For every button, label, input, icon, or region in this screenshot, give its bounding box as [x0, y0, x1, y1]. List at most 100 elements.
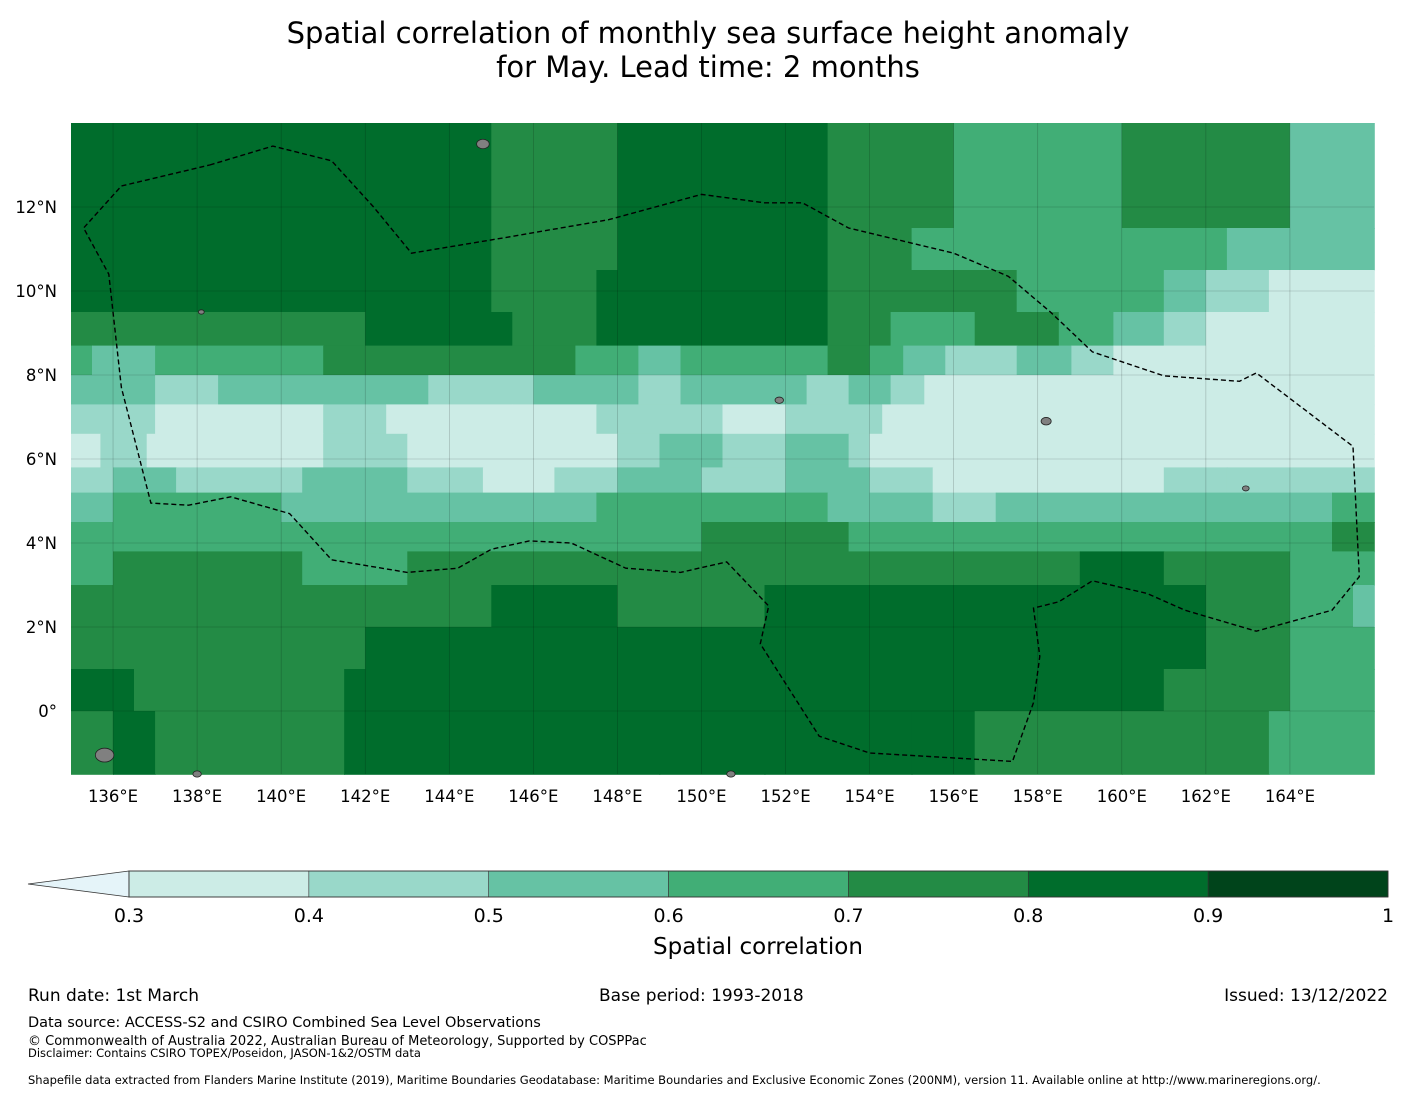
heatmap-cell [1205, 627, 1291, 670]
heatmap-cell [1163, 467, 1228, 494]
x-tick-label: 154°E [845, 787, 895, 806]
heatmap-cell [428, 375, 535, 406]
heatmap-cell [806, 375, 850, 406]
x-tick-label: 140°E [256, 787, 306, 806]
heatmap-cell [903, 345, 946, 376]
land-masses [94, 138, 1250, 778]
heatmap-cell [71, 467, 114, 494]
chart-title-line-1: Spatial correlation of monthly sea surfa… [286, 16, 1130, 50]
island [94, 747, 115, 763]
heatmap-cell [71, 585, 493, 628]
colorbar-bin [128, 870, 310, 898]
heatmap-cell [848, 433, 871, 469]
colorbar-label: Spatial correlation [653, 934, 863, 960]
heatmap-cell [71, 375, 156, 406]
heatmap-cell [302, 467, 409, 494]
heatmap-cell [945, 345, 1018, 376]
heatmap-cell [218, 375, 345, 406]
heatmap-cell [1205, 492, 1291, 523]
heatmap-cell [386, 404, 450, 435]
heatmap-cell [848, 375, 892, 406]
heatmap-cell [71, 228, 493, 271]
heatmap-cell [1268, 711, 1375, 775]
heatmap-cell [932, 492, 997, 523]
heatmap-cell [1226, 228, 1291, 271]
heatmap-cell [554, 467, 619, 494]
heatmap-cell [911, 228, 1165, 271]
colorbar-bin [1207, 870, 1389, 898]
heatmap-cell [71, 433, 102, 469]
heatmap-cell [869, 433, 1375, 469]
heatmap-cell [932, 467, 1165, 494]
heatmap-cell [491, 522, 703, 553]
heatmap-cell [848, 404, 883, 435]
heatmap-cell [155, 345, 324, 376]
colorbar-extend-min [27, 870, 130, 898]
heatmap-cell [1016, 270, 1165, 313]
heatmap-cell [827, 123, 955, 229]
colorbar-bin [488, 870, 669, 898]
heatmap-cell [827, 312, 892, 347]
colorbar-tick-label: 1 [1382, 905, 1394, 927]
heatmap-cell [764, 711, 913, 775]
x-tick-label: 144°E [424, 787, 474, 806]
eez-boundary-line [82, 145, 1361, 763]
heatmap-cell [827, 345, 871, 376]
x-tick-label: 156°E [929, 787, 979, 806]
heatmap-cell [71, 627, 366, 670]
heatmap-cell [617, 585, 766, 628]
heatmap-cell [1332, 551, 1375, 586]
heatmap-cell [512, 312, 598, 347]
heatmap-cell [848, 522, 1123, 553]
heatmap-cell [1121, 669, 1165, 712]
heatmap-cell [1289, 627, 1375, 670]
heatmap-cell [995, 492, 1207, 523]
heatmap-cell [785, 404, 850, 435]
heatmap-cell [1079, 551, 1165, 586]
heatmap-cell [113, 492, 282, 523]
heatmap-cell [722, 433, 787, 469]
heatmap-cell [482, 467, 556, 494]
heatmap-cell [1289, 585, 1354, 628]
heatmap-cell [1268, 270, 1375, 313]
heatmap-cell [953, 270, 1018, 313]
heatmap-cell [596, 312, 829, 347]
heatmap-cell [71, 522, 366, 553]
heatmap-cell [281, 492, 535, 523]
heatmap-cell [155, 711, 345, 775]
island [1040, 417, 1052, 426]
heatmap-cell [1289, 492, 1333, 523]
heatmap-cell [953, 123, 1123, 229]
heatmap-cell [146, 433, 324, 469]
y-tick-label: 6°N [26, 450, 57, 469]
heatmap-cell [449, 404, 514, 435]
heatmap-cell [344, 711, 661, 775]
heatmap-cell [617, 228, 829, 271]
heatmap-cell [491, 585, 619, 628]
heatmap-cell [71, 270, 366, 313]
x-tick-label: 160°E [1097, 787, 1147, 806]
x-tick-label: 148°E [592, 787, 642, 806]
colorbar-bin [1027, 870, 1209, 898]
colorbar-bin [848, 870, 1029, 898]
heatmap-cell [71, 551, 114, 586]
heatmap-cell [974, 312, 1060, 347]
heatmap-cell [323, 345, 577, 376]
colorbar-tick-label: 0.8 [1013, 905, 1043, 927]
colorbar-tick-label: 0.3 [114, 905, 144, 927]
heatmap-cell [176, 467, 303, 494]
heatmap-cell [491, 123, 619, 229]
heatmap-cell [1113, 312, 1165, 347]
colorbar-frame [128, 870, 1389, 898]
heatmap-cell [1205, 312, 1375, 347]
heatmap-cell [869, 345, 904, 376]
heatmap-cell [1289, 123, 1375, 229]
heatmap-cell [155, 404, 324, 435]
run-date-text: Run date: 1st March [28, 986, 200, 1006]
heatmap-cell [1163, 228, 1228, 271]
heatmap-cell [512, 404, 598, 435]
heatmap-cell [1353, 585, 1375, 628]
heatmap-cell [659, 404, 724, 435]
heatmap-cell [1289, 669, 1375, 712]
heatmap-cell [911, 711, 976, 775]
